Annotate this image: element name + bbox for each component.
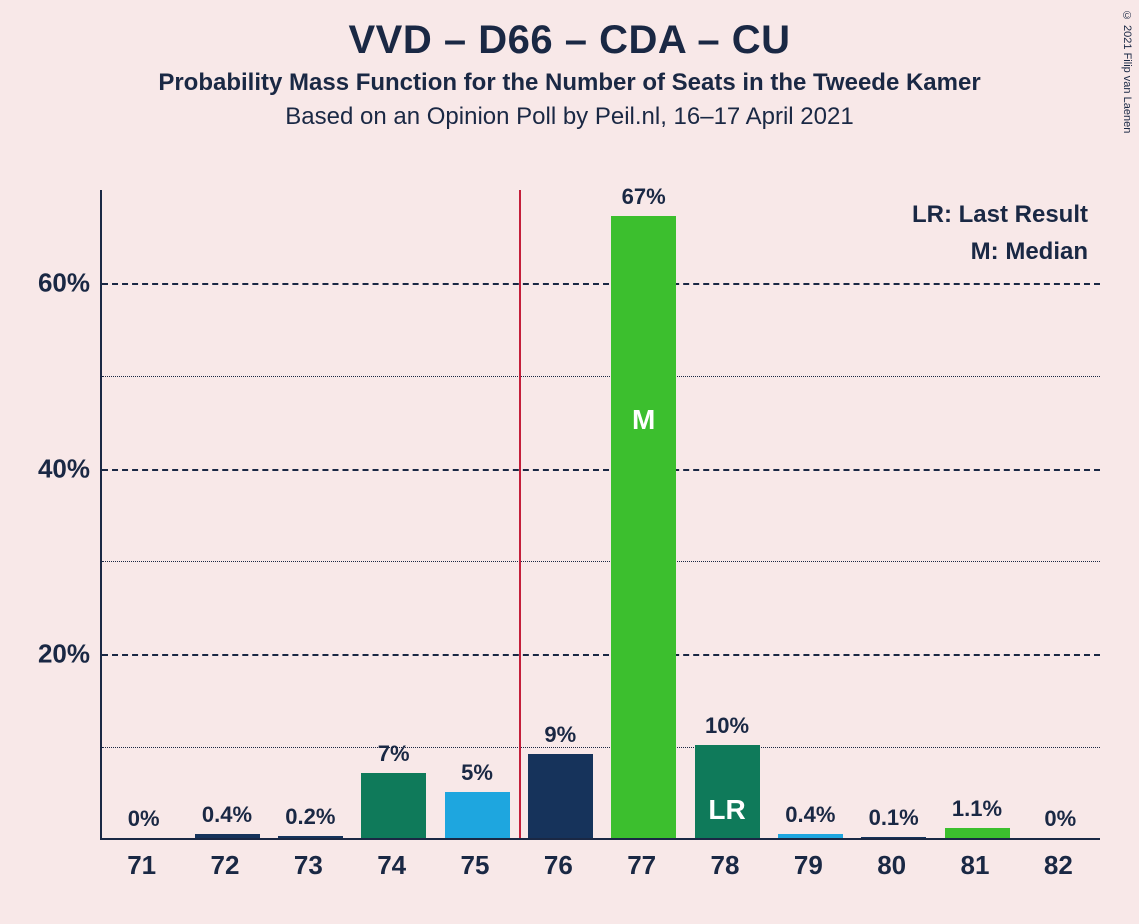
- bars-container: 0%0.4%0.2%7%5%9%67%M10%LR0.4%0.1%1.1%0%: [102, 190, 1100, 838]
- y-tick-label: 60%: [38, 267, 90, 298]
- bar-rect: [861, 837, 926, 838]
- threshold-line: [519, 190, 521, 838]
- chart-title: VVD – D66 – CDA – CU: [0, 18, 1139, 63]
- plot-area: 0%0.4%0.2%7%5%9%67%M10%LR0.4%0.1%1.1%0% …: [100, 190, 1100, 840]
- bar-value-label: 10%: [705, 713, 749, 739]
- median-marker: M: [632, 404, 655, 436]
- copyright-text: © 2021 Filip van Laenen: [1121, 10, 1133, 133]
- bar-72: 0.4%: [195, 802, 260, 838]
- bar-value-label: 0%: [128, 806, 160, 832]
- x-tick-label: 81: [961, 850, 990, 881]
- bar-value-label: 0%: [1044, 806, 1076, 832]
- bar-74: 7%: [361, 741, 426, 838]
- bar-78: 10% LR: [695, 713, 760, 838]
- bar-rect: [611, 216, 676, 838]
- bar-77: 67% M: [611, 184, 676, 838]
- bar-rect: [445, 792, 510, 838]
- bar-rect: [278, 836, 343, 838]
- bar-value-label: 9%: [544, 722, 576, 748]
- bar-75: 5%: [445, 760, 510, 838]
- bar-value-label: 67%: [622, 184, 666, 210]
- bar-71: 0%: [111, 806, 176, 838]
- bar-value-label: 0.1%: [869, 805, 919, 831]
- chart-plot: 0%0.4%0.2%7%5%9%67%M10%LR0.4%0.1%1.1%0% …: [100, 190, 1100, 840]
- legend-m: M: Median: [912, 233, 1088, 270]
- x-tick-label: 76: [544, 850, 573, 881]
- bar-value-label: 0.2%: [285, 804, 335, 830]
- bar-76: 9%: [528, 722, 593, 838]
- bar-rect: [945, 828, 1010, 838]
- chart-subtitle-2: Based on an Opinion Poll by Peil.nl, 16–…: [0, 103, 1139, 131]
- bar-80: 0.1%: [861, 805, 926, 838]
- x-tick-label: 80: [877, 850, 906, 881]
- bar-73: 0.2%: [278, 804, 343, 838]
- last-result-marker: LR: [708, 794, 745, 826]
- y-tick-label: 40%: [38, 453, 90, 484]
- bar-value-label: 5%: [461, 760, 493, 786]
- x-tick-label: 78: [711, 850, 740, 881]
- x-tick-label: 74: [377, 850, 406, 881]
- bar-value-label: 0.4%: [202, 802, 252, 828]
- x-tick-label: 71: [127, 850, 156, 881]
- x-tick-label: 75: [461, 850, 490, 881]
- bar-value-label: 0.4%: [785, 802, 835, 828]
- bar-79: 0.4%: [778, 802, 843, 838]
- x-tick-label: 82: [1044, 850, 1073, 881]
- legend: LR: Last Result M: Median: [912, 196, 1088, 270]
- bar-rect: [528, 754, 593, 838]
- bar-rect: [361, 773, 426, 838]
- x-tick-label: 73: [294, 850, 323, 881]
- x-tick-label: 77: [627, 850, 656, 881]
- bar-82: 0%: [1028, 806, 1093, 838]
- legend-lr: LR: Last Result: [912, 196, 1088, 233]
- bar-81: 1.1%: [945, 796, 1010, 838]
- bar-rect: [195, 834, 260, 838]
- y-tick-label: 20%: [38, 639, 90, 670]
- x-tick-label: 72: [211, 850, 240, 881]
- x-tick-label: 79: [794, 850, 823, 881]
- chart-subtitle-1: Probability Mass Function for the Number…: [0, 69, 1139, 97]
- bar-value-label: 1.1%: [952, 796, 1002, 822]
- bar-rect: [778, 834, 843, 838]
- bar-value-label: 7%: [378, 741, 410, 767]
